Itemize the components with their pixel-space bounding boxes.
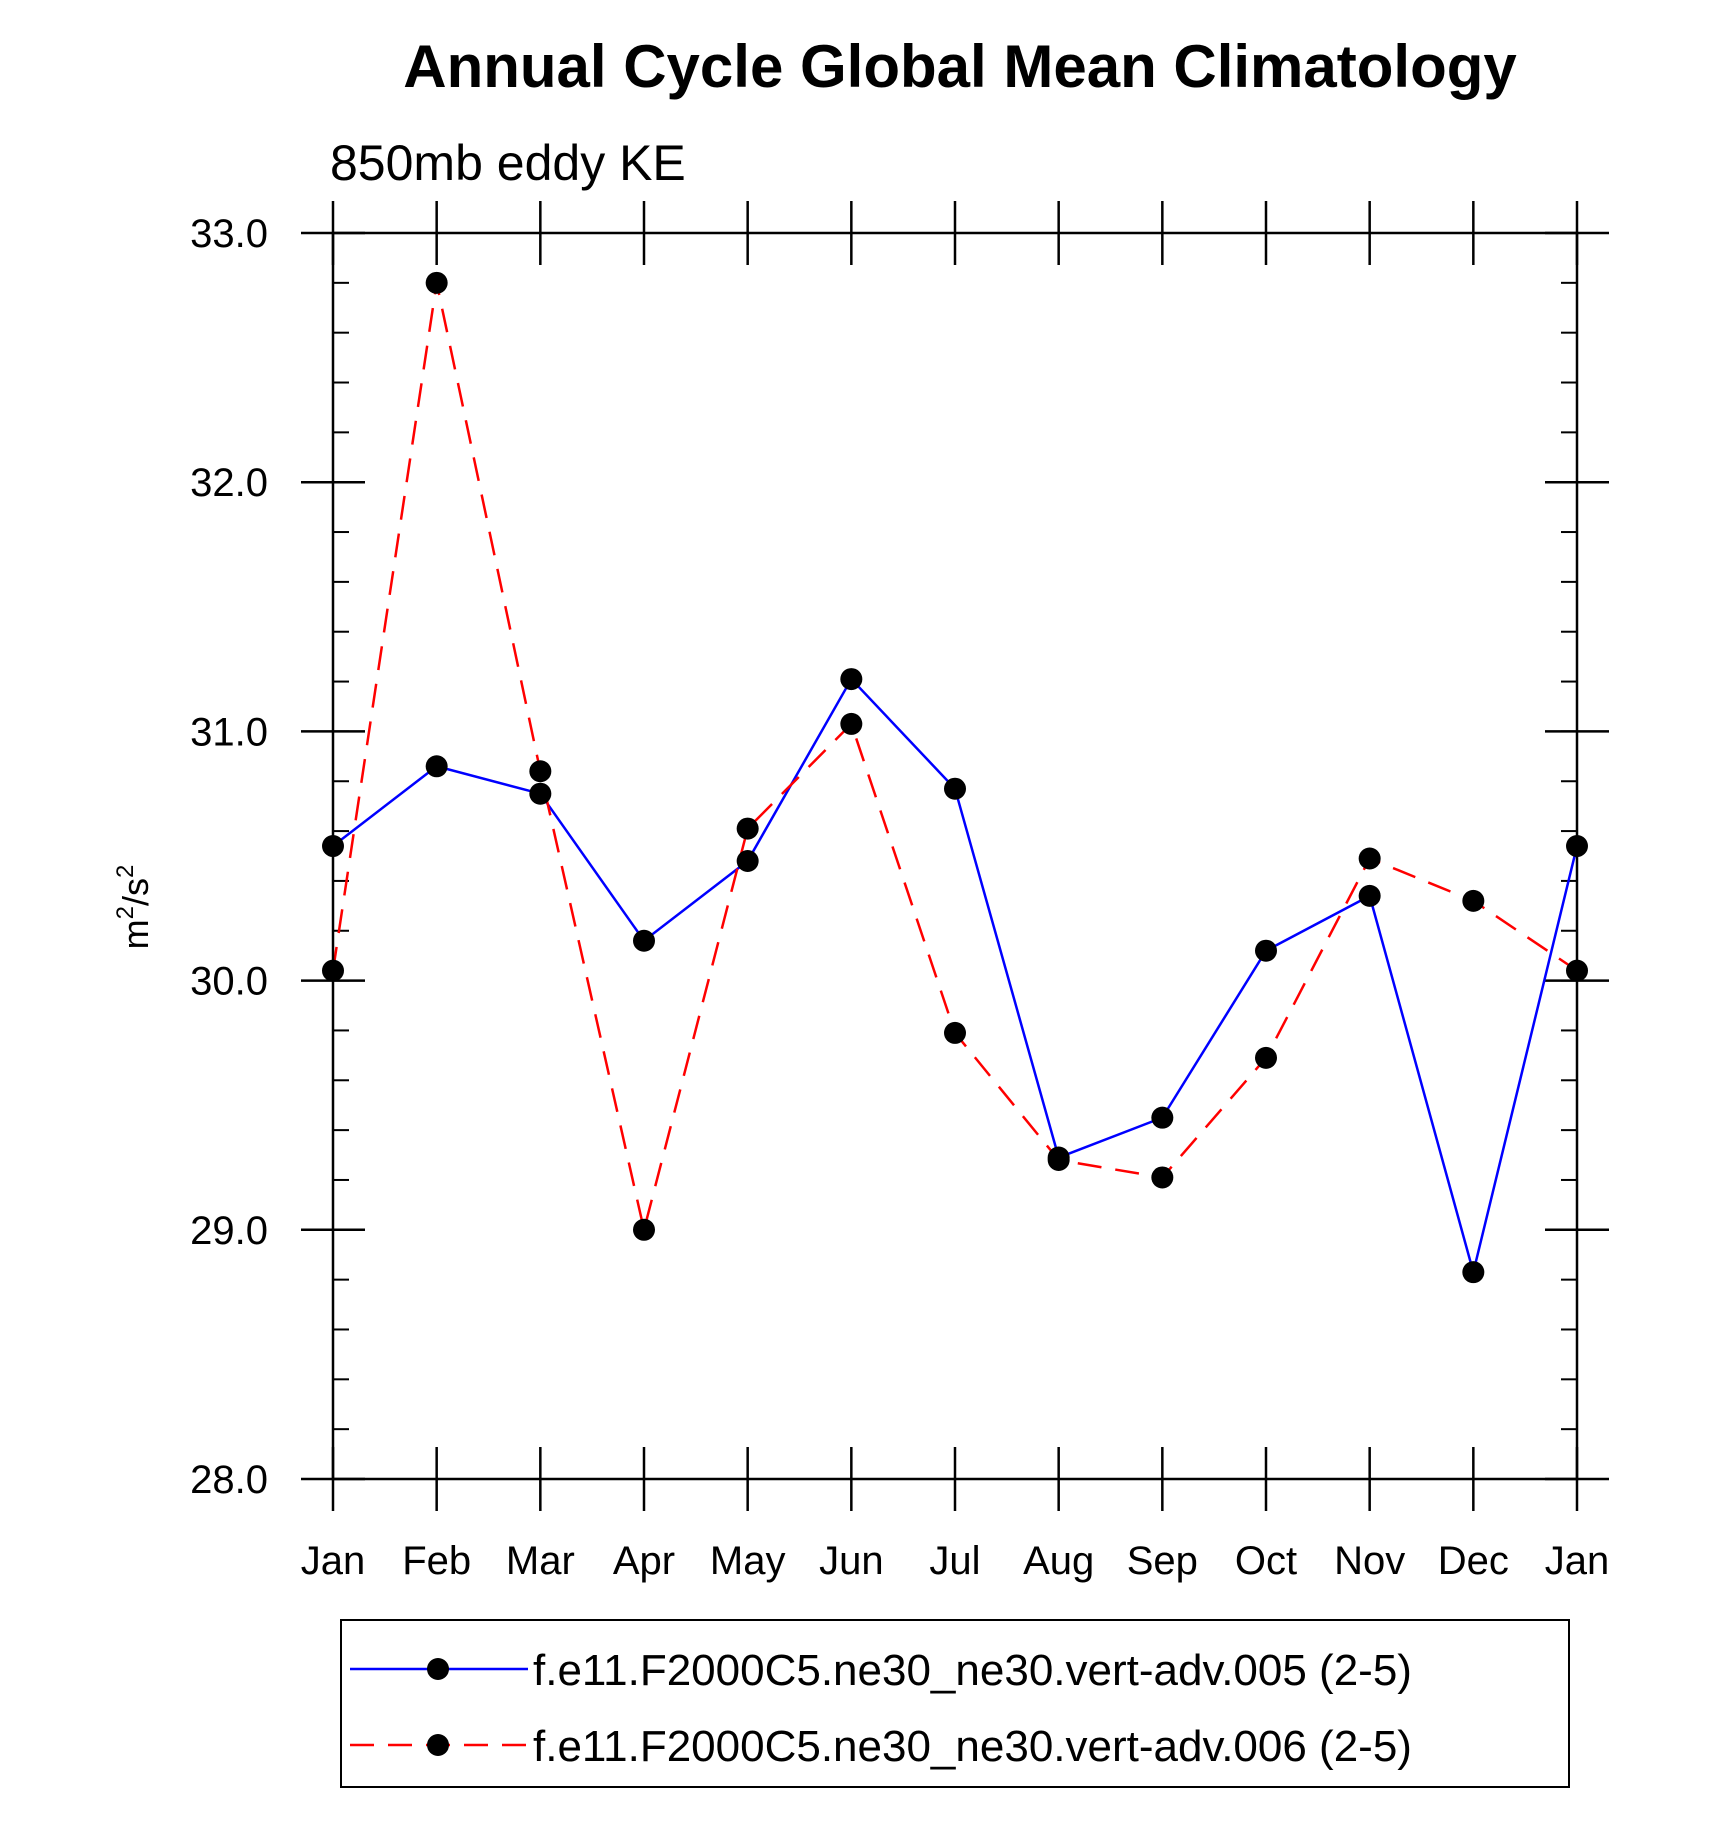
data-point-series-2: [736, 817, 759, 840]
x-tick-label: Nov: [1334, 1539, 1405, 1583]
y-tick-label: 28.0: [190, 1458, 268, 1502]
data-point-series-2: [529, 760, 552, 783]
data-point-series-1: [633, 929, 655, 952]
legend-marker-series-1: [427, 1658, 449, 1680]
series-markers: [322, 271, 1588, 1284]
plot-frame: [331, 231, 1579, 1481]
chart-title: Annual Cycle Global Mean Climatology: [403, 33, 1517, 100]
y-tick-label: 31.0: [190, 710, 268, 754]
y-tick-label: 30.0: [190, 960, 268, 1004]
major-ticks: [301, 201, 1609, 1511]
series-line-1: [332, 676, 1579, 1278]
data-point-series-1: [1151, 1106, 1174, 1129]
legend: f.e11.F2000C5.ne30_ne30.vert-adv.005 (2-…: [340, 1619, 1570, 1788]
legend-label-series-2: f.e11.F2000C5.ne30_ne30.vert-adv.006 (2-…: [533, 1722, 1412, 1771]
data-point-series-2: [944, 1021, 966, 1044]
data-point-series-1: [1358, 884, 1381, 907]
data-point-series-2: [1358, 847, 1381, 870]
x-tick-labels: Jan Feb Mar Apr May Jun Jul Aug Sep Oct Nov Dec Jan: [301, 1539, 1610, 1583]
x-tick-label: Aug: [1023, 1539, 1094, 1583]
series-lines: [331, 282, 1579, 1278]
x-tick-label: Dec: [1438, 1539, 1509, 1583]
data-point-series-2: [425, 271, 448, 294]
x-tick-label: Apr: [613, 1539, 675, 1583]
legend-label-series-1: f.e11.F2000C5.ne30_ne30.vert-adv.005 (2-…: [533, 1646, 1412, 1695]
x-tick-label: May: [710, 1539, 786, 1583]
x-tick-label: Feb: [402, 1539, 471, 1583]
x-tick-label: Mar: [506, 1539, 575, 1583]
y-tick-label: 32.0: [190, 461, 268, 505]
minor-ticks: [333, 232, 1577, 1480]
x-tick-label: Jun: [819, 1539, 884, 1583]
chart-subtitle: 850mb eddy KE: [330, 135, 686, 191]
data-point-series-2: [840, 712, 863, 735]
data-point-series-1: [1462, 1261, 1485, 1284]
y-tick-labels: 28.0 29.0 30.0 31.0 32.0 33.0: [190, 212, 268, 1502]
x-tick-label: Jan: [1545, 1539, 1610, 1583]
data-point-series-2: [633, 1218, 655, 1241]
y-axis-label: m2/s2: [112, 865, 156, 950]
legend-marker-series-2: [427, 1734, 449, 1756]
data-point-series-2: [1151, 1166, 1174, 1189]
y-tick-label: 33.0: [190, 212, 268, 256]
data-point-series-1: [529, 782, 552, 805]
data-point-series-1: [944, 777, 966, 800]
data-point-series-2: [1255, 1046, 1277, 1069]
data-point-series-1: [736, 849, 759, 872]
x-tick-label: Oct: [1235, 1539, 1297, 1583]
x-tick-label: Jan: [301, 1539, 366, 1583]
svg-text:m2/s2: m2/s2: [112, 865, 156, 950]
x-tick-label: Jul: [929, 1539, 980, 1583]
x-tick-label: Sep: [1127, 1539, 1198, 1583]
y-tick-label: 29.0: [190, 1209, 268, 1253]
series-line-2: [331, 282, 1578, 1231]
data-point-series-1: [840, 668, 863, 691]
data-point-series-1: [425, 755, 448, 778]
legend-box: [340, 1619, 1570, 1788]
data-point-series-2: [1047, 1149, 1070, 1172]
data-point-series-2: [1462, 889, 1485, 912]
data-point-series-1: [1255, 939, 1277, 962]
